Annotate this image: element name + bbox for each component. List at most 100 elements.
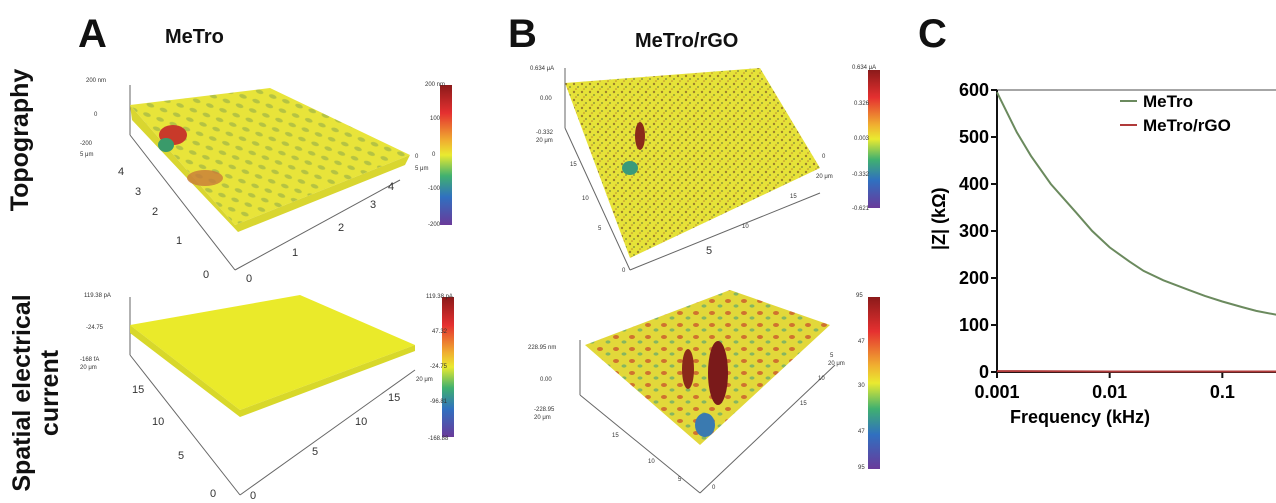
b-top-z-label-3: -0.332 xyxy=(536,130,554,136)
b-top-cbar-4: -0.621 xyxy=(852,206,870,212)
b-top-cbar-1: 0.326 xyxy=(854,101,870,107)
b-bottom-x-tick-15: 15 xyxy=(800,401,807,407)
a-top-y-tick-3: 3 xyxy=(135,186,141,198)
b-top-colorbar xyxy=(868,70,880,208)
b-bottom-y-tick-10: 10 xyxy=(648,459,655,465)
a-bottom-y-tick-10: 10 xyxy=(152,416,164,428)
b-top-z-label-1: 0.634 μA xyxy=(530,66,554,72)
a-top-y-tick-0: 0 xyxy=(203,269,209,281)
b-bottom-cbar-0: 95 xyxy=(856,293,863,299)
a-bottom-y-tick-5: 5 xyxy=(178,450,184,462)
b-top-y-tick-5: 5 xyxy=(598,226,602,232)
y-tick-label: 100 xyxy=(959,315,989,335)
legend-label-metro: MeTro xyxy=(1143,92,1193,111)
a-bottom-x-tick-5: 5 xyxy=(312,446,318,458)
a-top-x-tick-1: 1 xyxy=(292,247,298,259)
series-line-metro xyxy=(996,91,1276,316)
a-top-y-tick-4: 4 xyxy=(118,166,124,178)
a-top-cbar-2: 0 xyxy=(432,152,436,158)
b-bottom-y-tick-5: 5 xyxy=(678,477,682,483)
a-top-cbar-3: -100 xyxy=(428,186,441,192)
b-top-cbar-2: 0.003 xyxy=(854,136,870,142)
a-bottom-z-label-1: 119.38 pA xyxy=(84,293,111,299)
b-top-x-tick-20: 20 μm xyxy=(816,174,833,180)
a-top-x-tick-0: 0 xyxy=(246,273,252,285)
a-bottom-z-label-3: -168 fA xyxy=(80,357,99,363)
a-top-x-end-0: 0 xyxy=(415,154,419,160)
b-bottom-cbar-1: 47 xyxy=(858,339,865,345)
a-top-x-tick-2: 2 xyxy=(338,222,344,234)
a-bottom-y-tick-0: 0 xyxy=(210,488,216,500)
a-bottom-cbar-3: -96.81 xyxy=(430,399,448,405)
b-top-y-tick-10: 10 xyxy=(582,196,589,202)
a-top-y-tick-1: 1 xyxy=(176,235,182,247)
panel-letter-a: A xyxy=(78,12,107,56)
row-label-line2: current xyxy=(36,349,64,437)
b-bottom-z-label-1: 228.95 nm xyxy=(528,345,556,351)
a-top-x-end-1: 5 μm xyxy=(415,166,428,172)
a-bottom-colorbar xyxy=(442,297,454,437)
y-tick-label: 0 xyxy=(979,362,989,382)
b-top-cbar-0: 0.634 μA xyxy=(852,65,876,71)
b-bottom-y-edge-label: 20 μm xyxy=(534,415,551,421)
surface-plot-b-topography: 0.634 μA 0.00 -0.332 20 μm 15 10 5 0 5 1… xyxy=(530,65,880,274)
b-top-x-end-0: 0 xyxy=(822,154,826,160)
y-tick-label: 600 xyxy=(959,80,989,100)
a-bottom-y-tick-15: 15 xyxy=(132,384,144,396)
b-top-x-tick-10: 10 xyxy=(742,224,749,230)
x-tick-label: 0.001 xyxy=(974,382,1019,402)
surface-plot-b-current: 228.95 nm 0.00 -228.95 20 μm 15 10 5 0 1… xyxy=(528,290,880,494)
chart-legend: MeTro MeTro/rGO xyxy=(1120,92,1231,135)
b-top-x-tick-15: 15 xyxy=(790,194,797,200)
y-tick-label: 400 xyxy=(959,174,989,194)
b-bottom-x-tick-0: 0 xyxy=(712,485,716,491)
x-axis-label: Frequency (kHz) xyxy=(1010,407,1150,427)
a-top-x-tick-3: 3 xyxy=(370,199,376,211)
surface-plot-a-current: 119.38 pA -24.75 -168 fA 20 μm 15 10 5 0… xyxy=(80,293,454,502)
x-tick-label: 0.1 xyxy=(1210,382,1235,402)
a-top-y-edge-label: 5 μm xyxy=(80,152,93,158)
b-bottom-cbar-3: 47 xyxy=(858,429,865,435)
panel-title-metro: MeTro xyxy=(165,26,224,48)
a-bottom-x-tick-20: 20 μm xyxy=(416,377,433,383)
a-top-z-label-1: 200 nm xyxy=(86,78,106,84)
y-tick-label: 500 xyxy=(959,127,989,147)
a-bottom-z-label-2: -24.75 xyxy=(86,325,104,331)
b-top-y-tick-0: 0 xyxy=(622,268,626,274)
b-bottom-colorbar xyxy=(868,297,880,469)
a-top-cbar-0: 200 nm xyxy=(425,82,445,88)
b-bottom-x-tick-5: 5 xyxy=(830,353,834,359)
row-label-spatial-current: Spatial electrical current xyxy=(8,283,64,503)
row-label-line1: Spatial electrical xyxy=(8,294,36,492)
impedance-chart: 0 100 200 300 400 500 600 0.001 0.01 0.1 |Z| (kΩ… xyxy=(929,80,1276,427)
y-axis-label: |Z| (kΩ) xyxy=(929,187,949,250)
b-top-y-tick-15: 15 xyxy=(570,162,577,168)
y-tick-label: 200 xyxy=(959,268,989,288)
b-bottom-y-tick-15: 15 xyxy=(612,433,619,439)
x-tick-label: 0.01 xyxy=(1092,382,1127,402)
a-top-cbar-4: -200 xyxy=(428,222,441,228)
a-bottom-cbar-0: 119.38 pA xyxy=(426,294,453,300)
b-top-z-label-2: 0.00 xyxy=(540,96,552,102)
panel-letter-c: C xyxy=(918,12,947,56)
b-top-y-edge-label: 20 μm xyxy=(536,138,553,144)
legend-label-metro-rgo: MeTro/rGO xyxy=(1143,116,1231,135)
a-bottom-y-edge-label: 20 μm xyxy=(80,365,97,371)
a-bottom-cbar-2: -24.75 xyxy=(430,364,448,370)
a-bottom-x-tick-10: 10 xyxy=(355,416,367,428)
a-bottom-cbar-4: -168.88 xyxy=(428,436,449,442)
y-tick-label: 300 xyxy=(959,221,989,241)
panel-letter-b: B xyxy=(508,12,537,56)
b-top-cbar-3: -0.332 xyxy=(852,172,870,178)
b-bottom-z-label-2: 0.00 xyxy=(540,377,552,383)
a-top-x-tick-4: 4 xyxy=(388,181,394,193)
b-bottom-x-tick-10: 10 xyxy=(818,376,825,382)
b-top-x-tick-5: 5 xyxy=(706,245,712,257)
a-bottom-cbar-1: 47.32 xyxy=(432,329,448,335)
a-top-colorbar xyxy=(440,85,452,225)
panel-title-metro-rgo: MeTro/rGO xyxy=(635,30,739,52)
a-bottom-x-tick-0: 0 xyxy=(250,490,256,502)
b-bottom-x-tick-20: 20 μm xyxy=(828,361,845,367)
a-top-z-label-3: -200 xyxy=(80,141,93,147)
b-bottom-cbar-4: 95 xyxy=(858,465,865,471)
